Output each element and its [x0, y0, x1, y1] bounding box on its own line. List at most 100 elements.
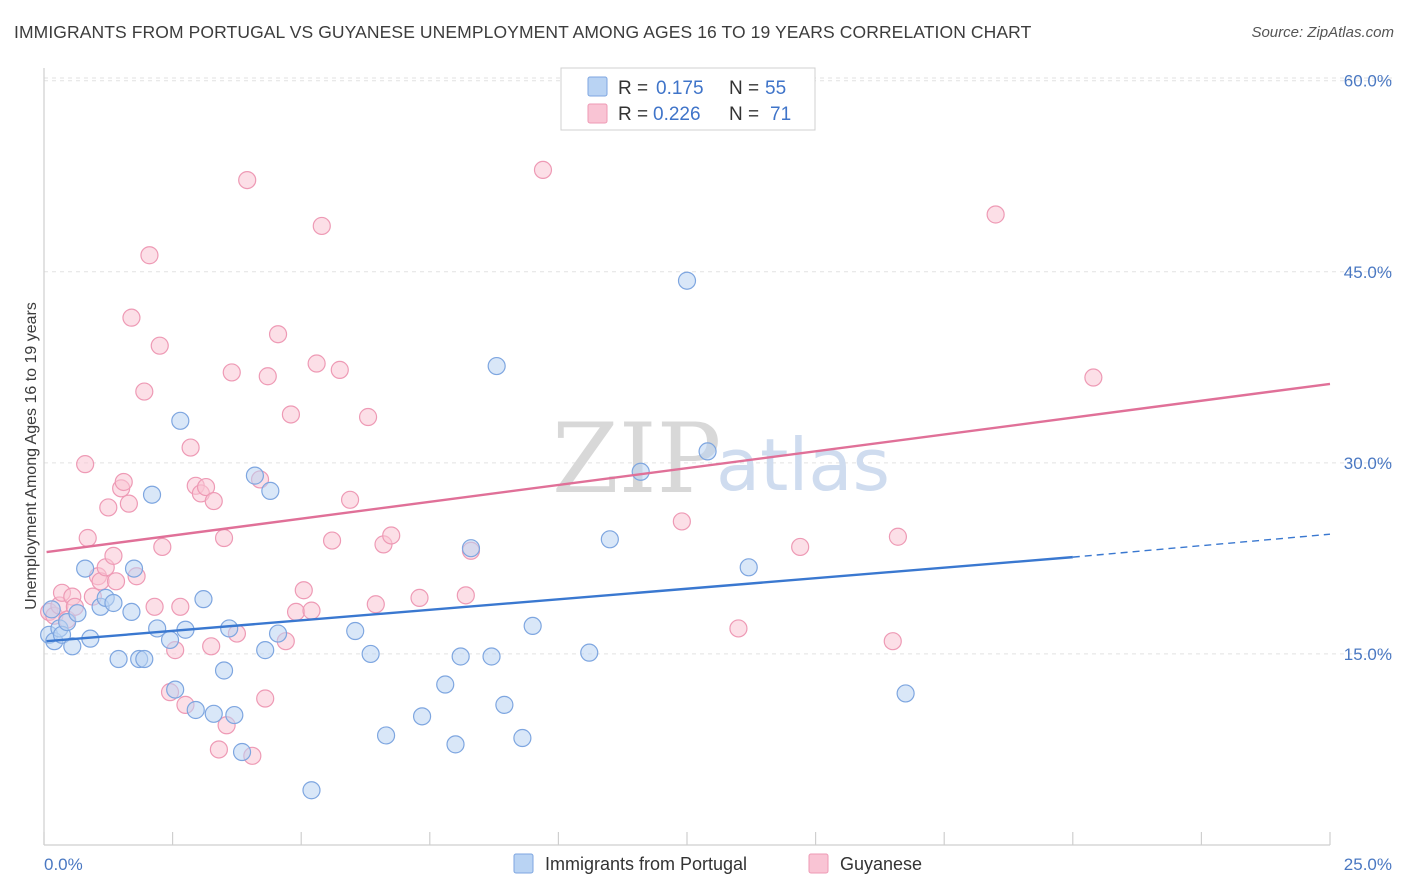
data-point-portugal: [361, 644, 380, 664]
legend-n-label-1: N =: [729, 78, 759, 99]
data-point-guyanese: [366, 595, 385, 614]
data-point-guyanese: [140, 246, 159, 265]
watermark: ZIP atlas: [552, 403, 890, 515]
data-point-guyanese: [268, 325, 288, 344]
data-point-guyanese: [1084, 368, 1103, 387]
data-point-guyanese: [106, 572, 126, 591]
data-point-guyanese: [340, 490, 360, 509]
legend-n-label-2: N =: [729, 104, 759, 125]
data-point-guyanese: [214, 528, 234, 548]
legend-n-value-1: 55: [765, 78, 786, 99]
y-axis-label: Unemployment Among Ages 16 to 19 years: [23, 302, 40, 610]
trend-lines: [46, 382, 1331, 643]
data-point-guyanese: [322, 531, 342, 550]
data-point-portugal: [482, 647, 501, 666]
x-tick-label-max: 25.0%: [1344, 855, 1392, 874]
data-point-portugal: [42, 600, 61, 619]
data-point-portugal: [232, 742, 252, 762]
data-point-guyanese: [888, 527, 908, 546]
data-point-portugal: [220, 619, 239, 638]
data-point-guyanese: [410, 588, 429, 607]
data-point-guyanese: [119, 494, 138, 513]
data-point-portugal: [214, 661, 234, 680]
data-point-portugal: [513, 728, 532, 748]
data-point-portugal: [451, 647, 470, 666]
watermark-atlas: atlas: [716, 423, 890, 507]
legend-swatch-guyanese: [587, 103, 608, 124]
data-point-guyanese: [122, 308, 141, 327]
bottom-legend-label-guyanese: Guyanese: [840, 854, 922, 874]
y-tick-labels: 15.0% 30.0% 45.0% 60.0%: [1344, 72, 1392, 664]
legend-swatch-portugal: [587, 76, 608, 97]
data-point-portugal: [436, 675, 455, 694]
data-point-portugal: [677, 271, 697, 290]
data-point-guyanese: [302, 601, 321, 620]
data-point-guyanese: [204, 491, 223, 511]
data-point-guyanese: [222, 363, 241, 382]
data-point-guyanese: [258, 367, 277, 386]
data-point-portugal: [302, 781, 321, 800]
data-point-portugal: [739, 558, 758, 577]
data-point-guyanese: [791, 537, 810, 557]
data-point-portugal: [171, 411, 190, 430]
bottom-legend-swatch-portugal: [513, 853, 534, 874]
y-tick-label: 30.0%: [1344, 454, 1392, 473]
data-point-portugal: [186, 700, 205, 720]
data-point-portugal: [376, 726, 396, 745]
data-point-portugal: [487, 356, 506, 376]
data-point-guyanese: [202, 637, 221, 656]
series-portugal-points: [40, 271, 915, 800]
data-point-portugal: [256, 641, 275, 660]
data-point-guyanese: [456, 586, 475, 605]
data-point-portugal: [124, 559, 144, 578]
y-tick-label: 45.0%: [1344, 263, 1392, 282]
data-point-portugal: [122, 602, 141, 622]
data-point-guyanese: [307, 354, 326, 373]
data-point-portugal: [245, 466, 265, 485]
data-point-guyanese: [135, 382, 154, 401]
data-point-guyanese: [78, 528, 97, 548]
data-point-guyanese: [382, 526, 401, 545]
data-point-portugal: [412, 707, 432, 726]
grid-lines: [44, 77, 1392, 655]
data-point-guyanese: [153, 537, 172, 557]
x-tick-label-min: 0.0%: [44, 855, 83, 874]
data-point-guyanese: [729, 619, 748, 638]
data-point-guyanese: [533, 160, 553, 180]
data-point-guyanese: [181, 438, 200, 457]
legend-box: R = 0.175 N = 55 R = 0.226 N = 71: [560, 67, 816, 131]
data-point-guyanese: [99, 498, 118, 517]
bottom-legend: Immigrants from Portugal Guyanese: [513, 853, 922, 874]
chart-title: IMMIGRANTS FROM PORTUGAL VS GUYANESE UNE…: [14, 22, 1032, 42]
data-point-guyanese: [281, 405, 301, 424]
data-point-portugal: [446, 735, 465, 754]
data-point-portugal: [261, 481, 280, 500]
data-point-guyanese: [312, 216, 331, 236]
trend-line-guyanese: [46, 382, 1331, 554]
y-tick-label: 60.0%: [1344, 72, 1392, 91]
data-point-portugal: [896, 684, 915, 703]
chart-source: Source: ZipAtlas.com: [1251, 24, 1394, 41]
data-point-portugal: [109, 649, 128, 669]
data-point-guyanese: [238, 170, 257, 190]
data-point-guyanese: [986, 205, 1005, 224]
data-point-portugal: [135, 649, 154, 669]
data-point-guyanese: [196, 477, 216, 497]
x-ticks: [43, 832, 1331, 845]
data-point-guyanese: [171, 597, 190, 616]
data-point-portugal: [63, 637, 82, 656]
data-point-guyanese: [294, 581, 313, 600]
data-point-portugal: [104, 593, 123, 613]
data-point-guyanese: [114, 472, 133, 492]
legend-r-label-1: R =: [618, 78, 648, 99]
data-point-guyanese: [104, 546, 123, 565]
data-point-portugal: [76, 559, 95, 578]
data-point-guyanese: [209, 740, 228, 759]
data-point-portugal: [600, 530, 619, 549]
data-point-portugal: [495, 695, 514, 714]
data-point-guyanese: [358, 407, 378, 427]
trend-line-portugal: [46, 555, 1073, 643]
data-point-portugal: [631, 462, 650, 481]
watermark-zip: ZIP: [552, 403, 721, 515]
